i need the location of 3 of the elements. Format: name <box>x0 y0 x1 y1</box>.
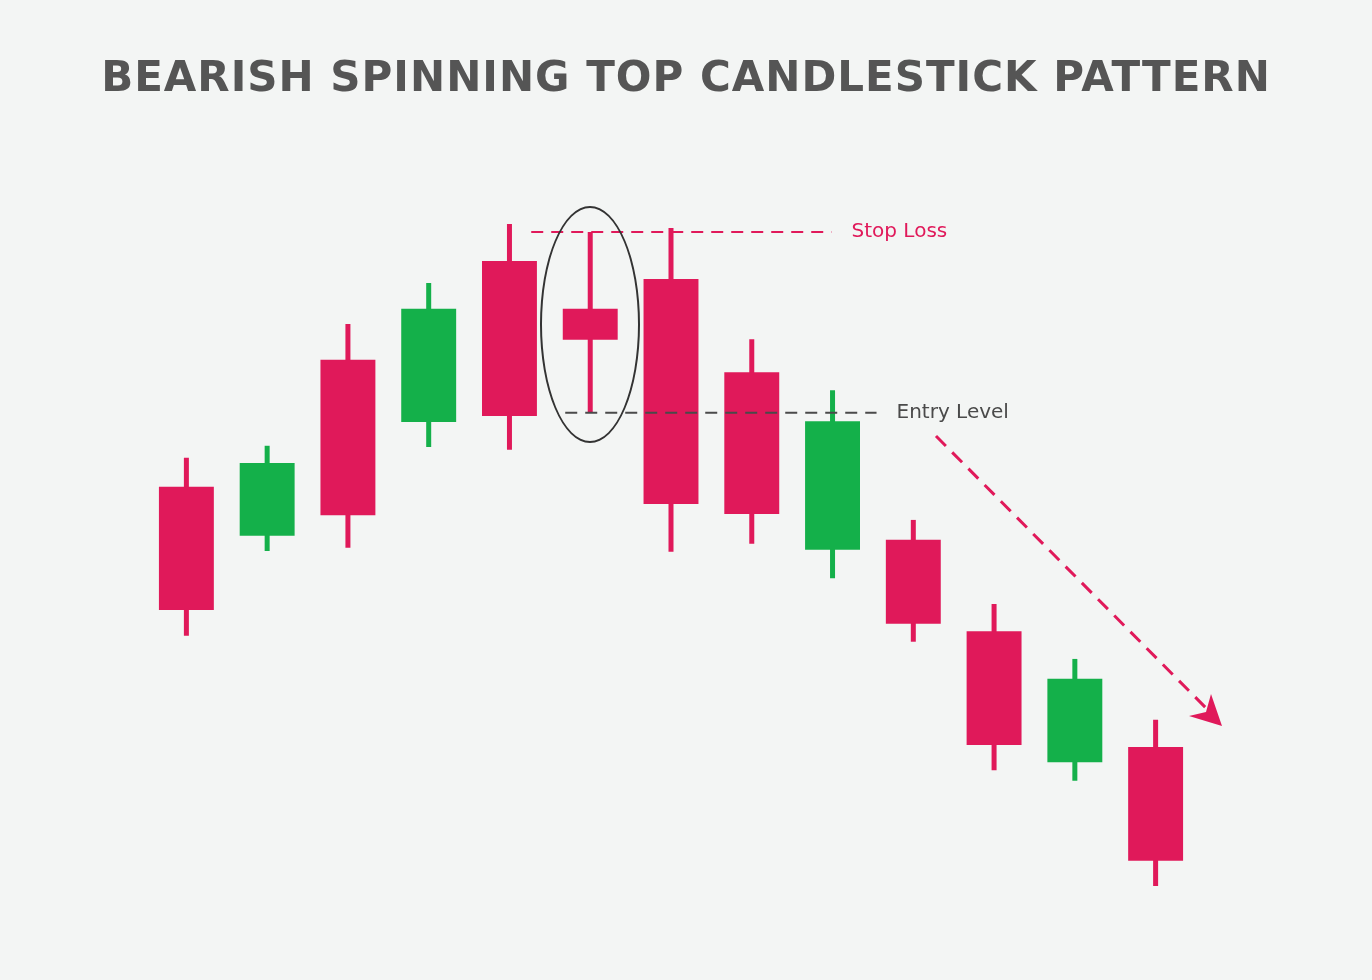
ref-line-label: Stop Loss <box>851 218 948 243</box>
chart-title: BEARISH SPINNING TOP CANDLESTICK PATTERN <box>100 52 1272 101</box>
ref-line-label: Entry Level <box>896 398 1009 423</box>
